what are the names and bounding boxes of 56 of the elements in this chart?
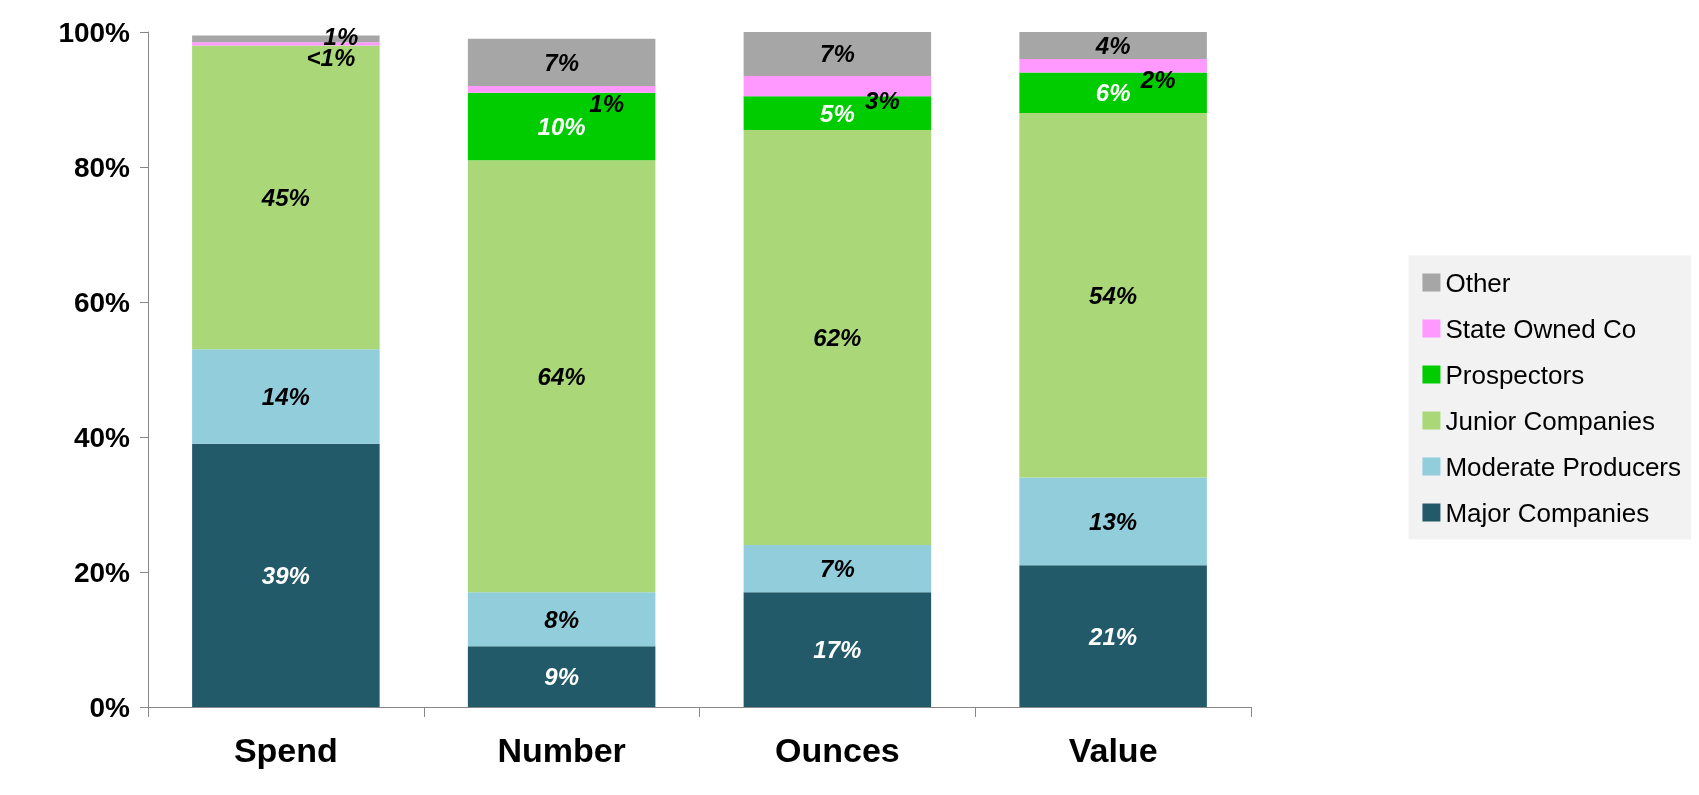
legend-label: Moderate Producers — [1445, 451, 1681, 482]
bar — [1019, 59, 1207, 73]
x-tick-label: Ounces — [775, 731, 900, 769]
legend-label: Major Companies — [1445, 497, 1650, 528]
bar — [1019, 72, 1207, 113]
data-label: 7% — [544, 48, 579, 76]
data-label: 39% — [261, 561, 310, 589]
bar — [467, 592, 656, 647]
bar — [467, 86, 656, 93]
legend-label: Other — [1445, 267, 1511, 298]
data-label: 6% — [1095, 79, 1131, 107]
x-tick-label: Value — [1068, 731, 1158, 769]
data-label: 21% — [1088, 622, 1138, 650]
bar — [467, 160, 656, 593]
y-tick-label: 60% — [73, 286, 131, 318]
bar — [743, 545, 932, 593]
bar — [192, 45, 380, 350]
data-label: 17% — [813, 636, 862, 664]
data-label: 7% — [820, 40, 855, 68]
data-label: 54% — [1089, 281, 1138, 309]
bar — [1019, 477, 1207, 566]
data-label: 64% — [537, 362, 586, 390]
x-tick-label: Number — [497, 731, 626, 769]
bar — [1019, 32, 1207, 59]
legend-label: State Owned Co — [1445, 313, 1637, 344]
y-tick-label: 20% — [73, 556, 131, 588]
y-tick-label: 80% — [73, 151, 131, 183]
y-tick-label: 0% — [89, 691, 131, 723]
bar — [467, 646, 656, 707]
data-label: 10% — [537, 113, 586, 140]
data-label: 62% — [813, 323, 862, 351]
bar — [192, 443, 380, 707]
data-label: 45% — [260, 183, 310, 211]
bar — [743, 129, 932, 545]
data-label: 14% — [261, 383, 310, 410]
data-label: 7% — [820, 555, 855, 583]
data-label: 5% — [820, 99, 855, 127]
bar — [467, 92, 656, 161]
bar — [1019, 113, 1207, 478]
bar — [192, 349, 380, 444]
data-label: 4% — [1094, 32, 1131, 59]
data-label: 2% — [1139, 66, 1176, 94]
data-label: 13% — [1089, 507, 1138, 535]
legend-label: Junior Companies — [1445, 405, 1655, 436]
bar — [743, 592, 932, 707]
data-label: 1% — [589, 89, 624, 117]
data-label: <1% — [306, 44, 356, 72]
x-tick-label: Spend — [233, 731, 338, 769]
y-tick-label: 40% — [73, 421, 131, 453]
data-label: 8% — [544, 605, 579, 633]
bar — [1019, 565, 1207, 707]
data-label: 9% — [544, 663, 579, 691]
y-tick-label: 100% — [58, 16, 131, 48]
bar — [743, 32, 932, 76]
legend-label: Prospectors — [1445, 359, 1585, 390]
bar — [467, 38, 656, 86]
